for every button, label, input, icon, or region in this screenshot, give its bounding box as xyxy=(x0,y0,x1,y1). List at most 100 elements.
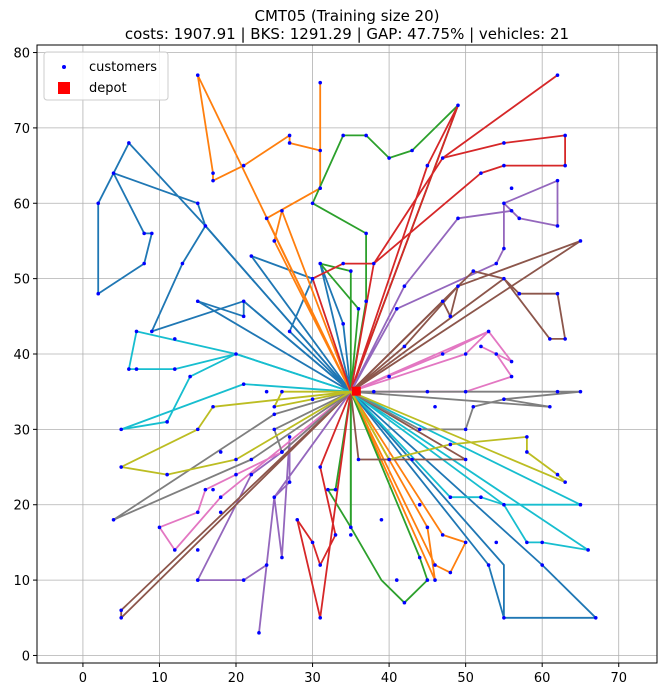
customer-point xyxy=(119,465,123,469)
customer-point xyxy=(287,435,292,439)
route-line xyxy=(311,104,459,393)
route-line xyxy=(120,391,352,619)
customer-point xyxy=(310,201,315,206)
customer-point xyxy=(142,231,146,236)
customer-point xyxy=(257,631,261,635)
customer-point xyxy=(326,487,330,492)
customer-point xyxy=(341,322,345,326)
x-tick-label: 40 xyxy=(381,671,398,686)
customer-point xyxy=(517,291,522,296)
legend-box xyxy=(43,51,169,101)
customer-point xyxy=(563,480,567,484)
customer-point xyxy=(517,216,522,221)
route-line xyxy=(127,330,352,393)
route-line xyxy=(350,285,459,393)
customer-point xyxy=(471,269,476,273)
customer-point xyxy=(425,578,430,582)
customer-point xyxy=(111,518,116,522)
customer-point xyxy=(280,389,284,394)
customer-point xyxy=(310,540,315,545)
y-axis-ticks: 0 10 20 30 40 50 60 70 80 xyxy=(13,47,37,664)
customer-point xyxy=(150,231,154,236)
customer-point xyxy=(234,457,238,462)
customer-point xyxy=(318,261,323,266)
customer-point xyxy=(172,367,177,371)
customer-point xyxy=(280,450,284,454)
route-line xyxy=(350,390,582,506)
depot-point xyxy=(351,386,361,396)
customer-point xyxy=(119,427,123,432)
customer-point xyxy=(264,389,269,394)
legend: customers depot xyxy=(43,51,169,101)
customer-point xyxy=(387,457,391,462)
customer-point xyxy=(142,261,146,266)
customer-point xyxy=(525,540,529,545)
customer-point xyxy=(134,329,139,334)
customer-point xyxy=(188,374,192,379)
customer-point xyxy=(310,276,315,281)
y-tick-label: 50 xyxy=(13,273,30,288)
route-line xyxy=(273,390,352,453)
customer-point xyxy=(479,495,483,499)
customer-point xyxy=(463,389,468,394)
customer-point xyxy=(402,600,407,605)
customer-point xyxy=(180,261,185,266)
customer-point xyxy=(287,329,292,334)
customer-point xyxy=(211,178,215,183)
customer-point xyxy=(333,533,338,537)
customer-point xyxy=(425,163,430,168)
customer-point xyxy=(218,450,223,454)
y-tick-label: 20 xyxy=(13,499,30,514)
y-tick-label: 40 xyxy=(13,348,30,363)
customer-point xyxy=(578,239,583,243)
customer-point xyxy=(555,389,560,394)
customer-point xyxy=(241,314,246,319)
customer-point xyxy=(249,472,254,477)
customer-point xyxy=(356,457,361,462)
y-tick-label: 60 xyxy=(13,197,30,212)
customer-point xyxy=(272,412,277,417)
customer-point xyxy=(119,615,123,620)
customer-point xyxy=(341,133,345,138)
customer-point xyxy=(387,156,391,160)
customer-point xyxy=(586,548,590,552)
customer-point xyxy=(502,246,506,251)
customer-point xyxy=(509,359,514,364)
customer-point xyxy=(494,540,499,545)
customer-point xyxy=(272,495,277,499)
customer-point xyxy=(96,201,101,206)
customer-point xyxy=(494,261,499,266)
customer-point xyxy=(111,171,116,175)
customer-point xyxy=(525,450,529,454)
customer-point xyxy=(486,329,491,334)
customer-point xyxy=(440,533,445,537)
customer-point xyxy=(172,337,177,341)
customer-point xyxy=(211,171,215,175)
customer-point xyxy=(349,269,353,273)
customer-point xyxy=(119,608,123,613)
customer-point xyxy=(272,239,277,243)
customer-point xyxy=(241,578,246,582)
customer-point xyxy=(211,487,215,492)
customer-point xyxy=(448,314,453,319)
customer-point xyxy=(540,540,544,545)
customer-point xyxy=(410,457,414,462)
customer-point xyxy=(387,374,391,379)
customer-point xyxy=(371,261,376,266)
customer-point xyxy=(280,209,284,213)
customer-point xyxy=(249,457,254,462)
customer-point xyxy=(264,563,269,567)
customer-point xyxy=(555,472,560,477)
y-tick-label: 0 xyxy=(22,649,30,664)
customer-point xyxy=(195,548,200,552)
customer-point xyxy=(410,148,414,153)
route-line xyxy=(350,391,597,619)
route-line xyxy=(349,391,467,574)
y-tick-label: 10 xyxy=(13,574,30,589)
customer-point xyxy=(494,352,499,356)
customer-point xyxy=(318,563,323,567)
customer-point xyxy=(440,156,445,160)
customer-point xyxy=(318,615,323,620)
customer-point xyxy=(157,525,162,530)
customer-point xyxy=(272,404,277,409)
